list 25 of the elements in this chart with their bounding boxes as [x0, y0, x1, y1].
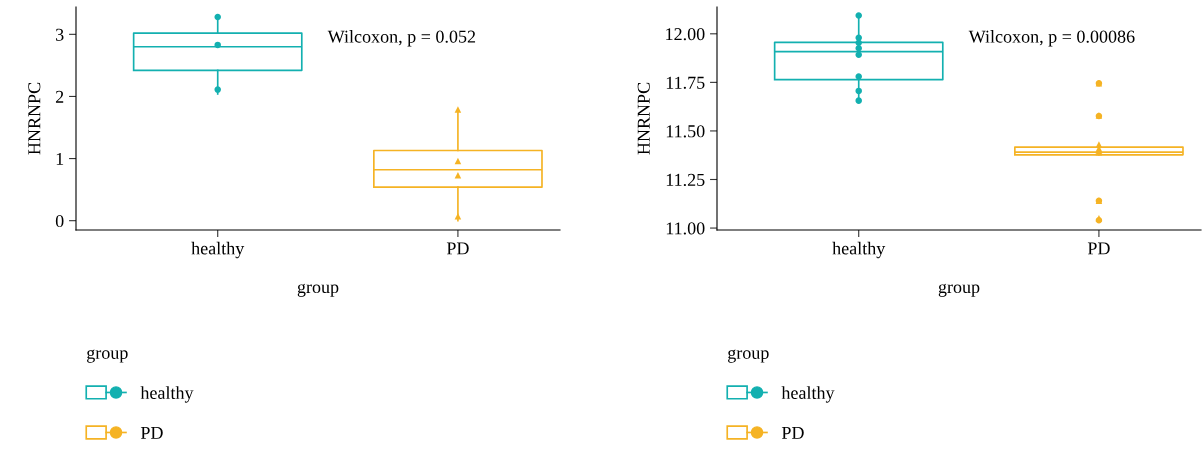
x-axis-title: group: [938, 283, 980, 297]
legend-label: PD: [140, 426, 163, 439]
legend-title: group: [87, 349, 128, 363]
x-tick-label: PD: [1087, 242, 1110, 255]
y-tick-label: 11.75: [666, 76, 705, 89]
y-tick-label: 3: [56, 28, 64, 41]
x-tick-label: healthy: [191, 241, 245, 259]
y-tick-label: 0: [55, 214, 64, 228]
y-axis-title: HNRNPC: [637, 82, 650, 155]
y-tick-label: 1: [56, 152, 64, 165]
x-tick-label: healthy: [832, 241, 886, 259]
x-tick-label: PD: [446, 242, 469, 255]
y-tick-label: 2: [55, 90, 64, 103]
x-axis-title: group: [297, 283, 339, 297]
y-tick-label: 11.25: [666, 173, 705, 187]
y-tick-label: 11.50: [666, 125, 705, 138]
y-tick-label: 11.00: [666, 222, 705, 235]
annotation: Wilcoxon, p = 0.00086: [968, 30, 1135, 47]
legend-title: group: [728, 349, 769, 363]
annotation: Wilcoxon, p = 0.052: [327, 30, 476, 47]
y-tick-label: 12.00: [666, 28, 705, 41]
y-axis-title: HNRNPC: [28, 82, 41, 155]
legend-label: PD: [781, 426, 804, 439]
legend-label: healthy: [140, 386, 194, 403]
legend-label: healthy: [781, 386, 835, 403]
